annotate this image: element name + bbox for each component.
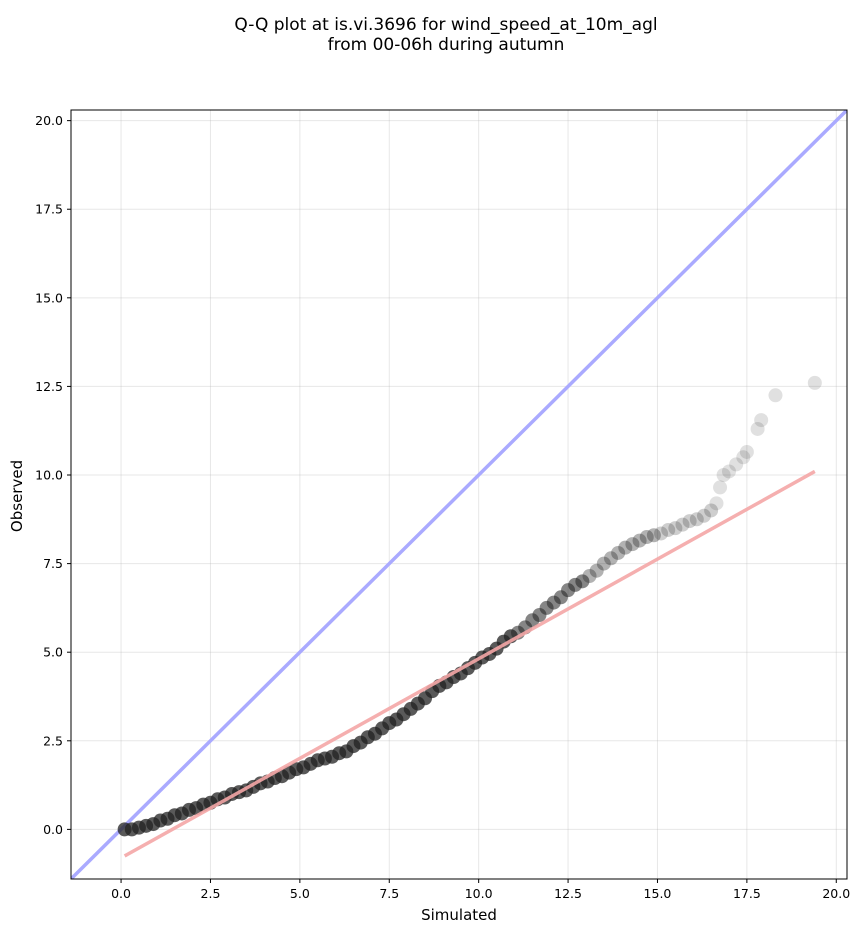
x-tick-label: 10.0 [465,886,493,901]
x-tick-label: 15.0 [644,886,672,901]
x-tick-label: 17.5 [733,886,761,901]
y-tick-label: 0.0 [43,822,63,837]
qq-point [639,530,654,545]
qq-point [603,551,618,566]
qq-point [709,496,724,511]
qq-point [729,457,744,472]
y-tick-label: 12.5 [35,379,63,394]
one-to-one-line [71,110,847,879]
fit-line-layer [123,469,816,858]
qq-point [716,468,731,483]
qq-point [704,503,719,518]
qq-point [596,556,611,571]
qq-point [611,545,626,560]
x-tick-label: 0.0 [111,886,131,901]
x-tick-label: 2.5 [201,886,221,901]
chart-title-line1: Q-Q plot at is.vi.3696 for wind_speed_at… [234,15,657,35]
x-axis-label: Simulated [421,906,497,924]
y-tick-label: 2.5 [43,733,63,748]
y-tick-label: 5.0 [43,645,63,660]
qq-point [675,517,690,532]
y-tick-label: 7.5 [43,556,63,571]
y-axis-ticks: 0.0 2.5 5.0 7.5 10.0 12.5 15.0 17.5 20.0 [35,113,71,837]
qq-point [721,464,736,479]
qq-point [625,537,640,552]
plot-frame [70,109,848,880]
qq-point [632,533,647,548]
y-tick-label: 20.0 [35,113,63,128]
qq-point [646,528,661,543]
qq-point [807,375,822,390]
reference-lines [71,110,847,879]
grid-lines [71,110,847,879]
qq-point [682,514,697,529]
qq-point [750,421,765,436]
y-axis-label: Observed [8,460,26,532]
qq-point [582,569,597,584]
qq-point [575,574,590,589]
x-tick-label: 12.5 [554,886,582,901]
qq-point [589,563,604,578]
qq-point [736,450,751,465]
qq-point [713,480,728,495]
qq-point [661,522,676,537]
x-axis-ticks: 0.0 2.5 5.0 7.5 10.0 12.5 15.0 17.5 20.0 [111,879,850,901]
qq-point [768,388,783,403]
scatter-points [117,375,822,837]
fit-line [123,469,816,858]
x-tick-label: 5.0 [290,886,310,901]
qq-point [668,521,683,536]
y-tick-label: 15.0 [35,290,63,305]
qq-point [696,508,711,523]
x-tick-label: 20.0 [822,886,850,901]
qq-point [618,540,633,555]
x-tick-label: 7.5 [379,886,399,901]
chart-title-line2: from 00-06h during autumn [328,35,565,55]
qq-point [754,413,769,428]
qq-point [654,526,669,541]
qq-point [739,444,754,459]
y-tick-label: 10.0 [35,468,63,483]
y-tick-label: 17.5 [35,202,63,217]
qq-point [689,512,704,527]
